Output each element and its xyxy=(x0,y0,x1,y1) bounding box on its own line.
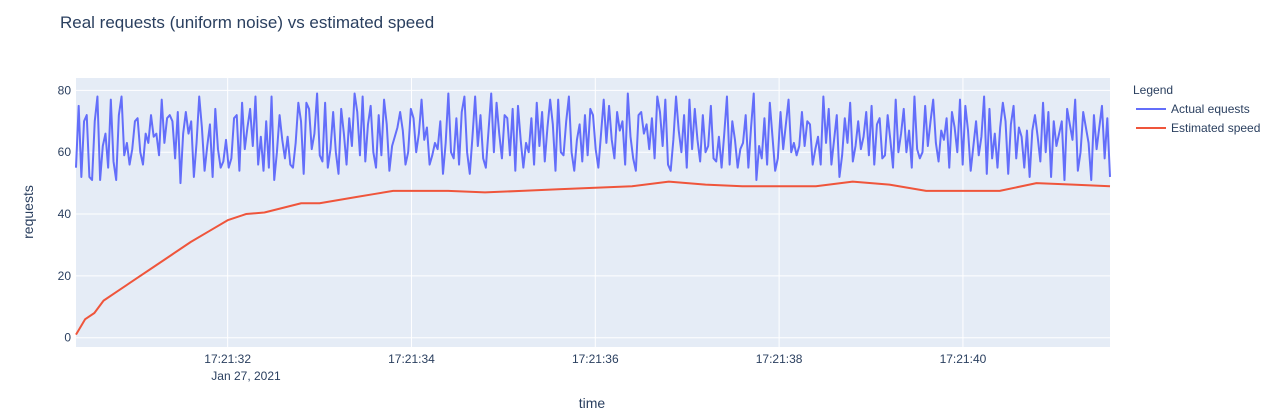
x-axis-date-label: Jan 27, 2021 xyxy=(211,369,281,383)
y-tick-label: 60 xyxy=(58,145,72,159)
series-line-estimated xyxy=(75,180,1111,336)
series-line-actual xyxy=(75,92,1111,185)
legend[interactable]: Legend Actual equests Estimated speed xyxy=(1133,83,1260,135)
legend-item-actual[interactable]: Actual equests xyxy=(1136,102,1250,116)
series-layer xyxy=(75,92,1111,336)
legend-label-estimated: Estimated speed xyxy=(1171,121,1260,135)
legend-label-actual: Actual equests xyxy=(1171,102,1250,116)
y-tick-label: 80 xyxy=(58,83,72,97)
x-tick-label: 17:21:40 xyxy=(940,352,987,366)
legend-item-estimated[interactable]: Estimated speed xyxy=(1136,121,1260,135)
y-axis-ticks: 0 20 40 60 80 xyxy=(58,83,72,344)
x-axis-ticks: 17:21:32 17:21:34 17:21:36 17:21:38 17:21:40 xyxy=(204,352,986,366)
chart-title: Real requests (uniform noise) vs estimat… xyxy=(60,13,434,32)
legend-title: Legend xyxy=(1133,83,1173,97)
y-axis-title: requests xyxy=(20,185,36,239)
y-tick-label: 20 xyxy=(58,269,72,283)
x-tick-label: 17:21:38 xyxy=(756,352,803,366)
x-tick-label: 17:21:36 xyxy=(572,352,619,366)
y-tick-label: 0 xyxy=(64,331,71,345)
y-tick-label: 40 xyxy=(58,207,72,221)
x-tick-label: 17:21:32 xyxy=(204,352,251,366)
x-axis-title: time xyxy=(579,395,606,411)
x-tick-label: 17:21:34 xyxy=(388,352,435,366)
